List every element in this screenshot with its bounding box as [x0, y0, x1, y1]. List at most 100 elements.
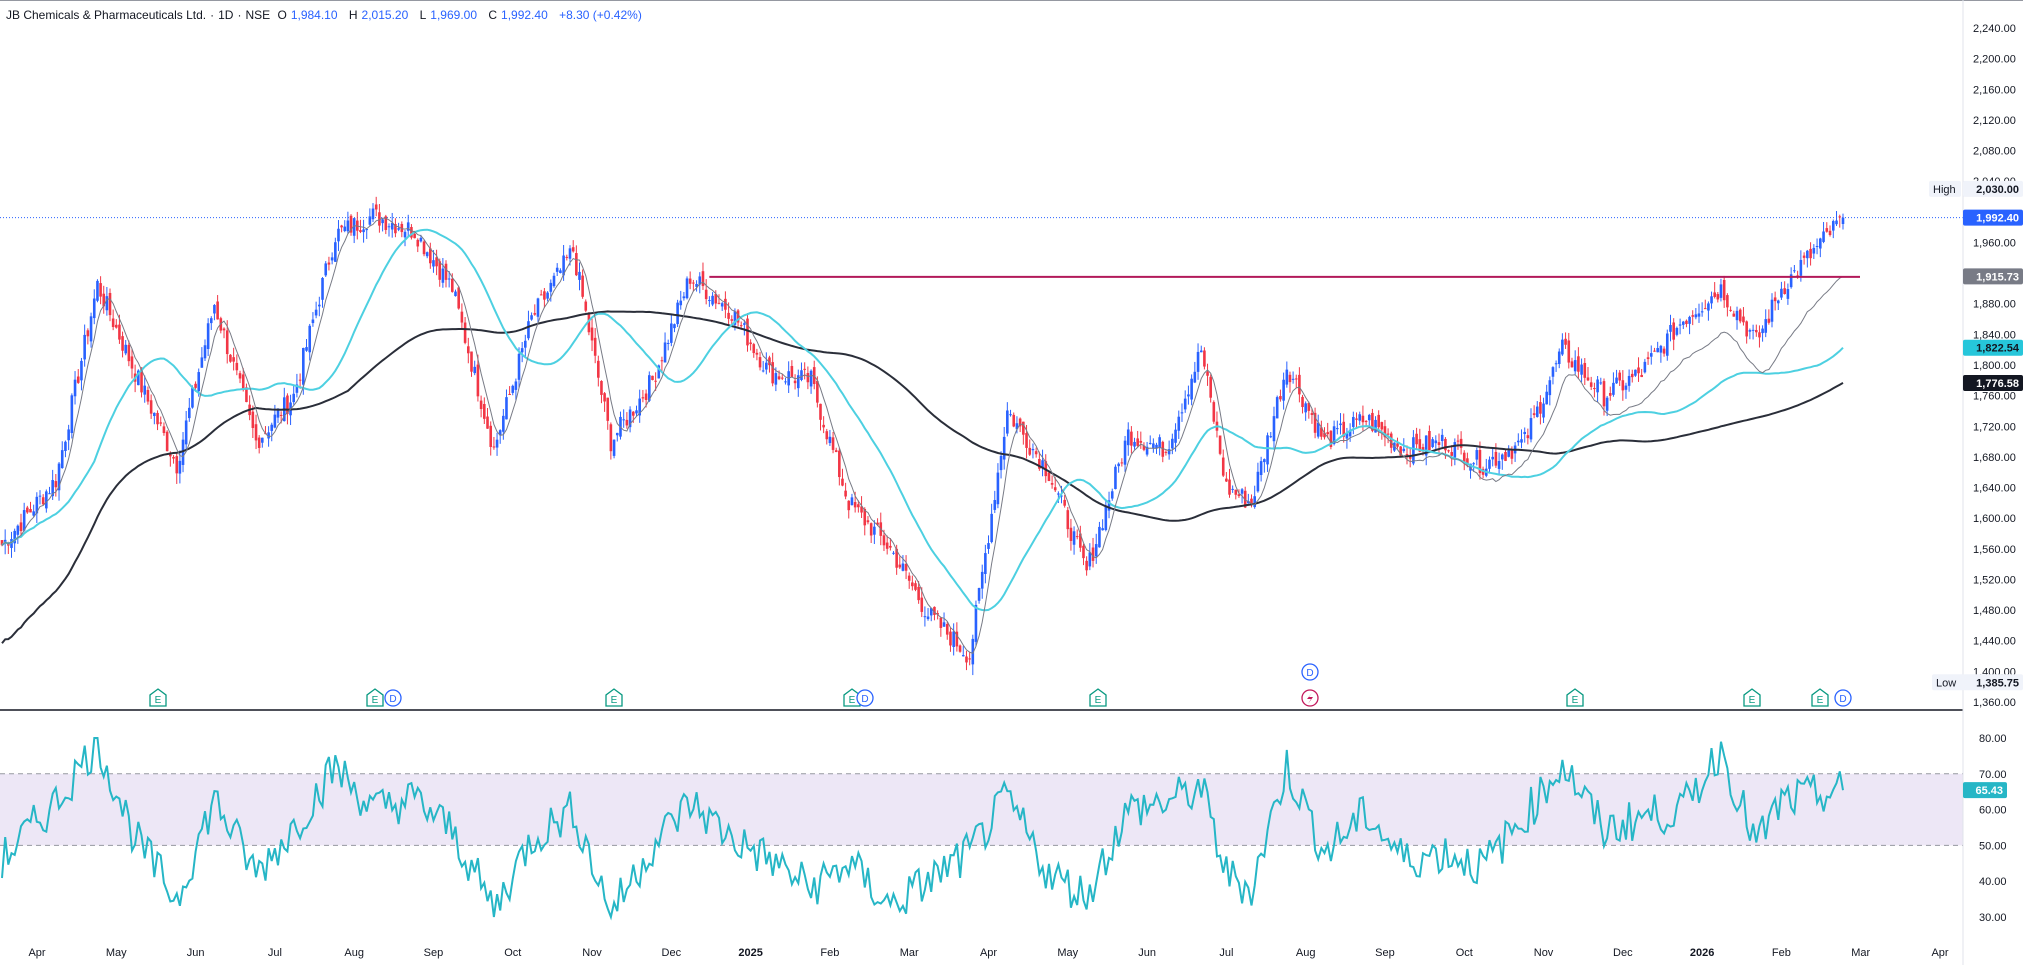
symbol-interval[interactable]: 1D — [218, 8, 234, 22]
candle — [1275, 397, 1279, 419]
candle — [1155, 444, 1158, 449]
candle — [330, 257, 334, 261]
candle — [1466, 458, 1469, 466]
candle — [169, 454, 172, 457]
earnings-marker[interactable]: E — [149, 688, 167, 707]
earnings-marker[interactable]: E — [605, 688, 623, 707]
candle — [1022, 421, 1025, 435]
candle — [1507, 450, 1510, 457]
price-tags: High 2,030.00 1,992.40 1,915.73 1,822.54 1,77… — [1929, 180, 2023, 799]
candle — [736, 310, 740, 323]
candle — [654, 380, 657, 382]
symbol-name[interactable]: JB Chemicals & Pharmaceuticals Ltd. — [6, 8, 207, 22]
candle — [457, 287, 460, 309]
earnings-marker[interactable]: E — [1811, 688, 1829, 707]
candle — [1646, 357, 1650, 360]
candle — [10, 538, 13, 548]
candle — [89, 316, 93, 342]
candle — [857, 504, 860, 508]
candle — [1145, 446, 1149, 455]
time-tick: Oct — [504, 947, 521, 959]
candle — [765, 362, 768, 370]
candle — [701, 271, 705, 287]
candle — [1405, 454, 1409, 456]
candle — [305, 347, 308, 351]
rsi-axis[interactable]: 80.00 70.00 60.00 50.00 40.00 30.00 — [1979, 733, 2007, 924]
candle — [1006, 410, 1009, 434]
candle — [1120, 462, 1124, 464]
candle — [1669, 325, 1672, 332]
candle — [695, 284, 698, 287]
candle — [1637, 367, 1640, 374]
candle — [1307, 402, 1311, 411]
candle — [1738, 309, 1742, 322]
time-tick: Nov — [582, 947, 602, 959]
candle — [876, 522, 879, 525]
candle — [1320, 427, 1323, 437]
candle — [768, 357, 771, 366]
candle — [1564, 338, 1567, 345]
candle — [165, 431, 169, 452]
candle — [343, 226, 347, 232]
candle — [638, 398, 641, 416]
candle — [235, 362, 239, 371]
candle — [1529, 418, 1533, 440]
time-tick: Sep — [424, 947, 444, 959]
dividend-marker[interactable]: D — [856, 689, 874, 707]
candle — [1091, 547, 1095, 561]
candle — [657, 365, 661, 379]
candle — [1018, 418, 1022, 427]
candle — [1453, 442, 1457, 458]
candle — [1802, 255, 1806, 258]
candle — [1203, 350, 1206, 367]
candle — [761, 370, 765, 372]
candle — [130, 356, 134, 369]
dividend-marker[interactable]: D — [1834, 689, 1852, 707]
candle — [929, 608, 933, 616]
earnings-marker[interactable]: E — [1743, 688, 1761, 707]
ma-mid-line — [1, 228, 1844, 612]
candle — [1685, 320, 1688, 325]
svg-text:E: E — [372, 695, 379, 706]
earnings-marker[interactable]: E — [1566, 688, 1584, 707]
candle — [216, 301, 219, 320]
svg-text:1,822.54: 1,822.54 — [1976, 343, 2020, 355]
candle — [1101, 528, 1104, 531]
candle — [143, 385, 147, 395]
candle — [314, 309, 318, 316]
dividend-marker[interactable]: D — [1301, 663, 1319, 681]
time-tick: 2026 — [1690, 947, 1714, 959]
candle — [923, 616, 927, 618]
earnings-marker[interactable]: E — [843, 688, 861, 707]
candle — [1444, 438, 1447, 451]
dividend-marker[interactable]: D — [384, 689, 402, 707]
candle — [1002, 436, 1006, 460]
candle — [387, 226, 391, 228]
time-tick: Aug — [344, 947, 364, 959]
candle — [308, 325, 312, 353]
candle — [1259, 461, 1263, 476]
svg-text:E: E — [1817, 695, 1824, 706]
candle — [378, 212, 381, 226]
earnings-marker[interactable]: E — [366, 688, 384, 707]
candle — [1294, 378, 1298, 380]
candle — [346, 220, 350, 232]
candle — [83, 334, 86, 360]
candle — [562, 255, 565, 276]
candle — [175, 456, 179, 474]
split-marker[interactable] — [1301, 689, 1319, 707]
candle — [276, 409, 280, 418]
candle — [670, 323, 673, 343]
candle — [628, 409, 632, 428]
earnings-marker[interactable]: E — [1089, 688, 1107, 707]
price-axis[interactable]: 2,240.00 2,200.00 2,160.00 2,120.00 2,080.00… — [1973, 23, 2016, 709]
candle — [539, 294, 543, 296]
rsi-tick: 80.00 — [1979, 733, 2007, 745]
candle — [590, 327, 594, 341]
candle — [955, 631, 959, 647]
candle — [936, 613, 939, 615]
candle — [1057, 493, 1060, 495]
candle — [647, 375, 651, 401]
time-axis[interactable]: Apr May Jun Jul Aug Sep Oct Nov Dec 2025 Feb Mar Apr… — [28, 947, 1948, 959]
